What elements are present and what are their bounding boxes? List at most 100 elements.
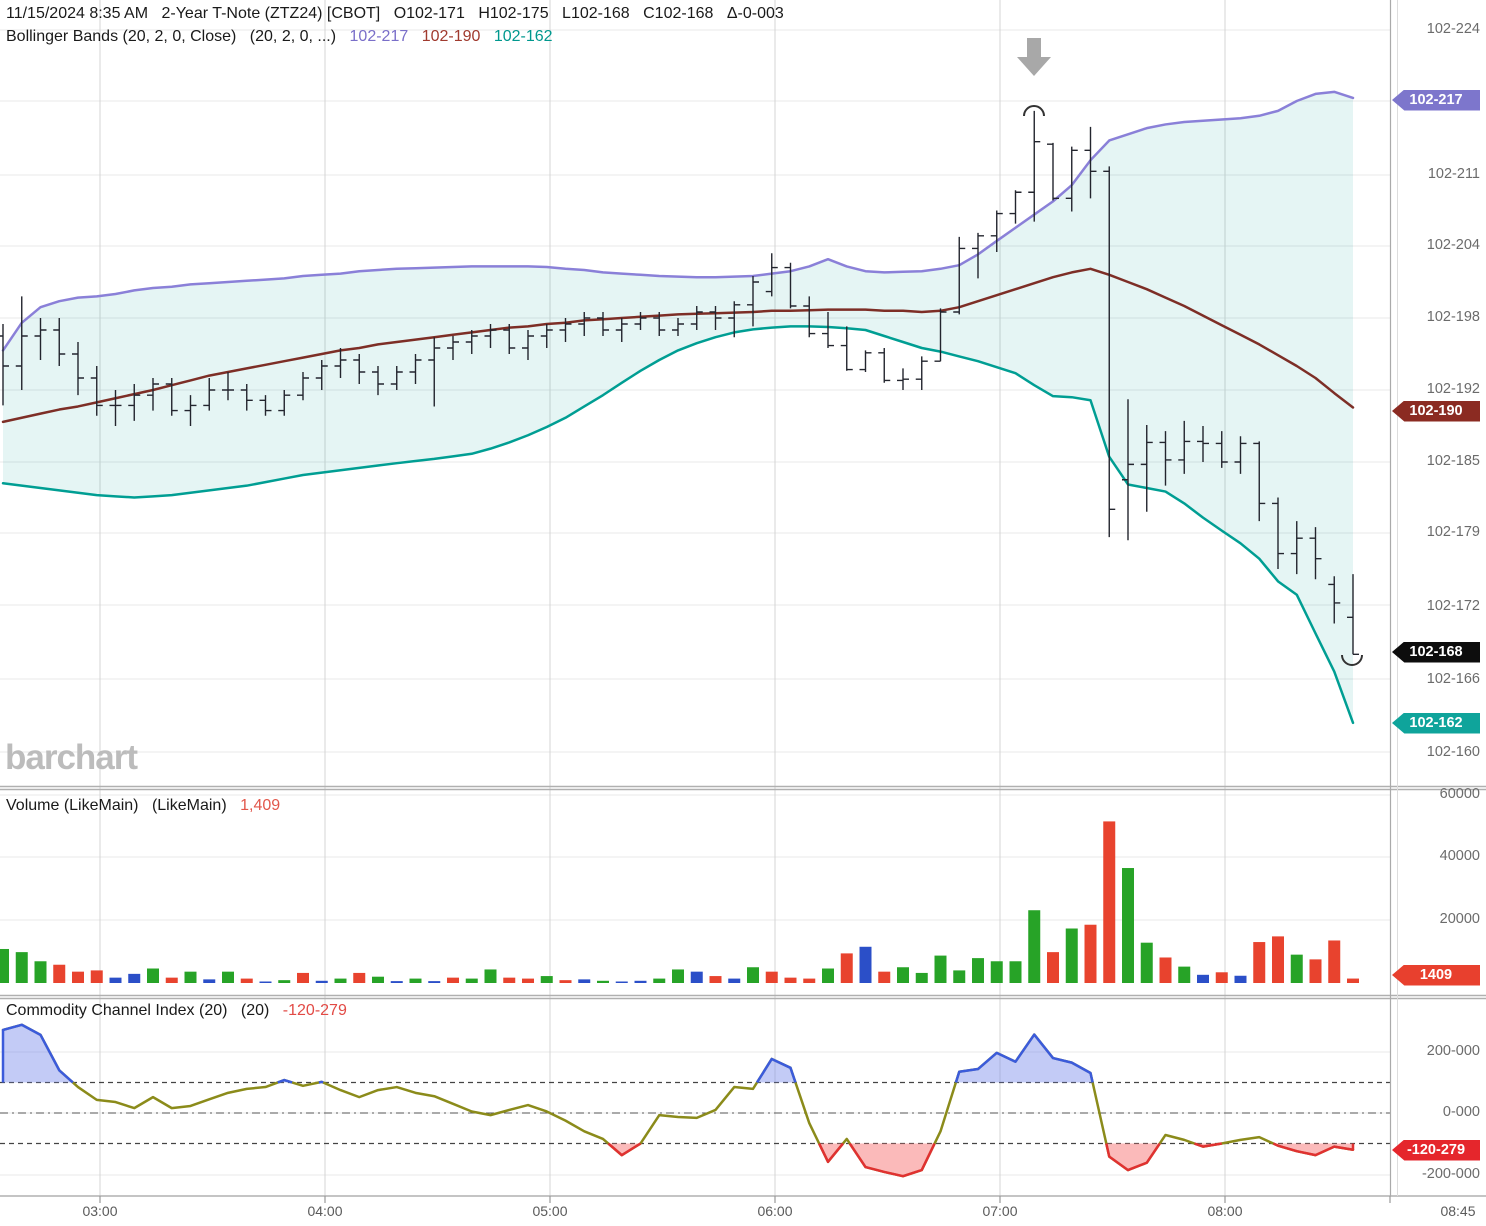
ohlc-bar	[1065, 146, 1078, 212]
ohlc-bar	[915, 356, 928, 390]
ohlc-bar	[203, 378, 216, 411]
volume-bar	[615, 981, 628, 983]
volume-bar	[353, 972, 366, 983]
header-change: Δ-0-003	[726, 5, 784, 22]
volume-bar	[1140, 942, 1153, 983]
volume-bar	[1103, 821, 1116, 983]
ohlc-bar	[372, 366, 384, 396]
ohlc-bar	[222, 372, 234, 401]
price-axis-label: 102-211	[1427, 166, 1480, 182]
cci-overbought-line	[1, 1023, 74, 1084]
ohlc-bar	[578, 312, 591, 336]
ohlc-bar	[147, 378, 159, 411]
volume-bar	[747, 967, 759, 983]
ohlc-bar	[1103, 166, 1116, 538]
ohlc-bar	[672, 318, 684, 336]
header-open: O102-171	[393, 5, 465, 22]
cci-oversold-line	[848, 1142, 936, 1178]
cci-legend[interactable]: Commodity Channel Index (20) (20) -120-2…	[6, 1002, 356, 1020]
volume-bar	[934, 955, 947, 983]
volume-bar	[390, 981, 403, 983]
peak-arc-marker	[1023, 105, 1045, 117]
volume-bar	[1009, 961, 1022, 983]
cci-oversold-line	[1194, 1142, 1222, 1148]
time-axis-label: 07:00	[982, 1203, 1018, 1219]
volume-bar	[240, 978, 253, 983]
bb-lower-badge: 102-162	[1392, 712, 1480, 734]
volume-bar	[540, 976, 553, 983]
cci-overbought-line	[954, 1033, 1094, 1083]
ohlc-bar	[1140, 424, 1153, 512]
cci-overbought-fill	[757, 1058, 796, 1083]
ohlc-bar	[634, 312, 647, 330]
ohlc-bar	[297, 372, 309, 401]
volume-bar	[90, 970, 103, 983]
time-axis-label: 05:00	[532, 1203, 568, 1219]
cci-overbought-line	[755, 1057, 797, 1084]
ohlc-bar	[1309, 527, 1322, 580]
bollinger-lower-value: 102-162	[493, 28, 553, 45]
cci-oversold-fill	[819, 1143, 843, 1162]
time-axis-label: 08:45	[1440, 1203, 1476, 1219]
volume-bar	[259, 981, 272, 983]
volume-label: Volume (LikeMain)	[6, 797, 139, 814]
volume-legend[interactable]: Volume (LikeMain) (LikeMain) 1,409	[6, 797, 289, 815]
volume-bar	[1215, 972, 1228, 983]
cci-overbought-fill	[955, 1034, 1093, 1083]
ohlc-bar	[1159, 431, 1172, 486]
ohlc-bar	[353, 354, 366, 384]
ohlc-bar	[1084, 126, 1097, 199]
bollinger-band-fill	[3, 91, 1353, 723]
volume-bar	[897, 967, 909, 983]
volume-bar	[803, 978, 816, 983]
last-price-badge: 102-168	[1392, 641, 1480, 663]
bollinger-upper-line	[1, 90, 1355, 352]
ohlc-bar	[972, 232, 984, 279]
volume-bar	[972, 958, 984, 983]
ohlc-bar	[90, 366, 103, 416]
bb-middle-badge: 102-190	[1392, 400, 1480, 422]
ohlc-bar	[784, 262, 797, 309]
ohlc-bar	[934, 308, 947, 362]
cci-axis-label: -200-000	[1421, 1166, 1480, 1182]
header-datetime: 11/15/2024 8:35 AM	[6, 5, 149, 22]
ohlc-bar	[128, 384, 141, 421]
ohlc-bar	[1215, 431, 1228, 468]
price-axis-label: 102-198	[1426, 309, 1480, 325]
ohlc-bar	[1122, 399, 1134, 541]
ohlc-bar	[315, 360, 328, 390]
ohlc-bar	[240, 384, 253, 411]
ohlc-bar	[1253, 441, 1266, 522]
ohlc-bar	[540, 324, 553, 348]
ohlc-bar	[615, 318, 628, 342]
gray-down-arrow-icon	[1017, 38, 1051, 76]
price-axis-label: 102-179	[1426, 524, 1480, 540]
cci-overbought-fill	[3, 1024, 73, 1083]
ohlc-bar	[1234, 436, 1247, 474]
bollinger-label: Bollinger Bands (20, 2, 0, Close)	[6, 28, 237, 45]
ohlc-bar	[953, 236, 966, 315]
volume-bar	[915, 972, 928, 983]
ohlc-bar	[1328, 576, 1341, 624]
volume-bar	[334, 978, 347, 983]
price-axis-label: 102-192	[1426, 381, 1480, 397]
volume-bar	[1347, 978, 1359, 983]
ohlc-bar	[653, 312, 666, 336]
volume-bar	[465, 978, 478, 983]
bollinger-legend[interactable]: Bollinger Bands (20, 2, 0, Close) (20, 2…	[6, 28, 562, 46]
ohlc-bar	[597, 312, 609, 336]
price-axis-label: 102-160	[1426, 744, 1480, 760]
volume-bar	[428, 981, 441, 983]
volume-bar	[1272, 936, 1284, 983]
ohlc-bar	[1290, 521, 1303, 575]
ohlc-bar	[1028, 110, 1041, 222]
time-axis-label: 08:00	[1207, 1203, 1243, 1219]
volume-value: 1,409	[240, 797, 281, 814]
volume-bar	[1159, 957, 1172, 983]
volume-bar	[822, 968, 834, 983]
ohlc-bar	[1272, 497, 1284, 569]
volume-bar	[597, 980, 609, 983]
ohlc-bar	[728, 301, 741, 338]
